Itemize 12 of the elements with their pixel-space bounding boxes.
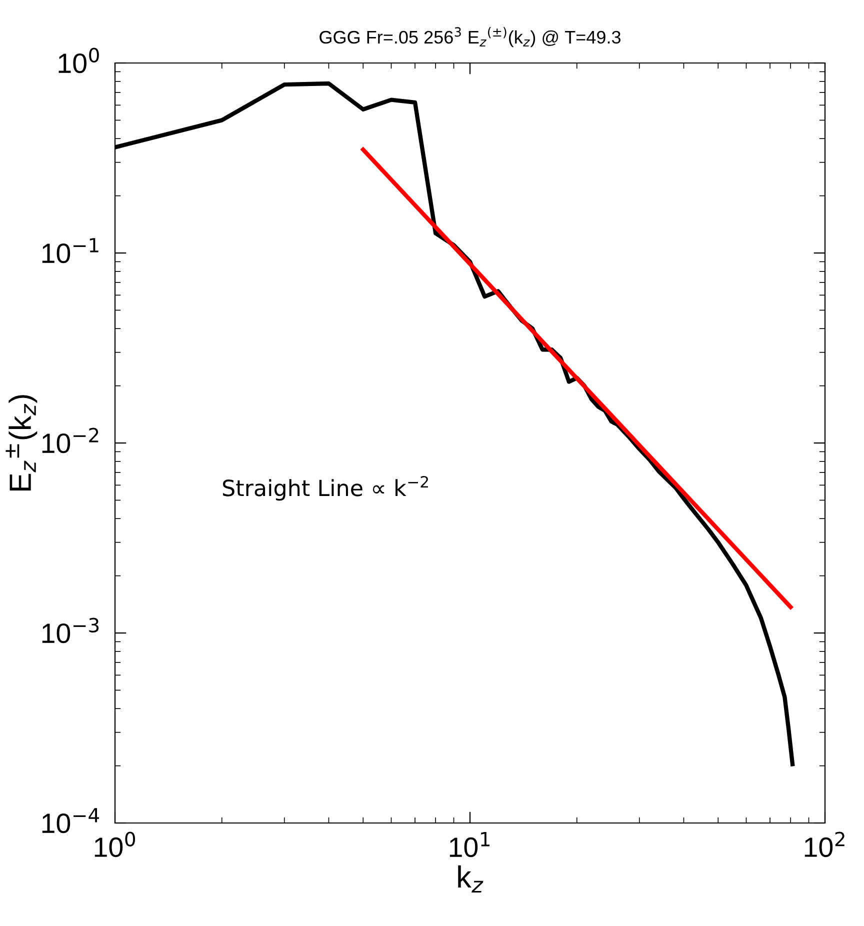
chart-title: GGG Fr=.05 256$^{3}$ E$_{z}$$^{(±)}$(k$_{z}$) @ T=49.3 [320,26,620,48]
y-tick-label: 10$^{0}$ [58,48,99,74]
x-axis-title: k$_{z}$ [458,865,484,893]
x-tick-label: 10$^{1}$ [450,832,490,858]
y-tick-label: 10$^{−3}$ [42,618,99,644]
y-axis-title: E$_{z}$$^{±}$(k$_{z}$) [6,395,38,490]
y-tick-label: 10$^{−1}$ [42,238,98,264]
annotation: Straight Line ∝ k$^{−2}$ [222,476,428,501]
x-tick-label: 10$^{0}$ [94,832,136,858]
y-tick-label: 10$^{−2}$ [42,428,98,454]
x-tick-label: 10$^{2}$ [804,832,844,858]
y-tick-label: 10$^{−4}$ [42,808,100,834]
